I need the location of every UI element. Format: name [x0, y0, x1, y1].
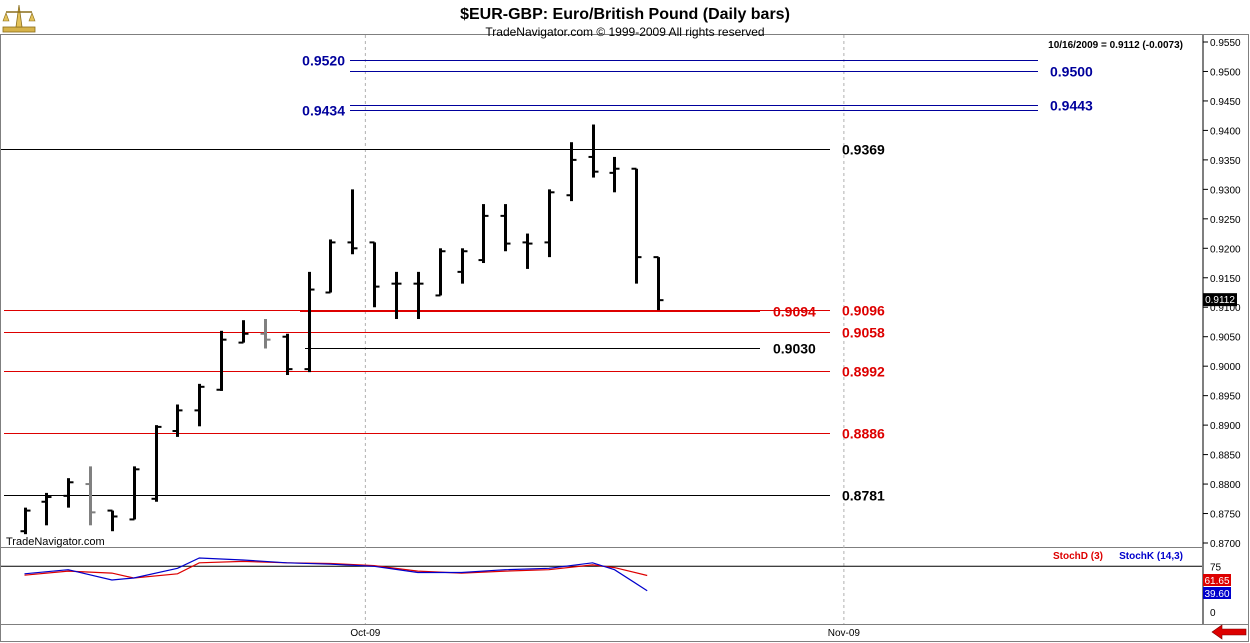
brass-scale-logo-icon[interactable] [2, 4, 36, 33]
last-price-label: 0.9112 [1205, 295, 1235, 306]
date-axis: Oct-09 Nov-09 [350, 628, 860, 639]
ohlc-bar [282, 333, 293, 376]
y-tick-label: 0.9200 [1210, 244, 1241, 255]
price-levels: 0.9520 0.9500 0.9443 0.9434 0.9369 0.9096 0.90… [1, 53, 1093, 504]
ohlc-bar [391, 271, 402, 320]
y-tick-label: 0.8750 [1210, 510, 1241, 521]
stoch-k-line [24, 557, 648, 592]
y-tick-label: 0.9150 [1210, 274, 1241, 285]
level-label: 0.9520 [302, 53, 345, 69]
ohlc-bar [369, 241, 380, 308]
level-label: 0.9434 [302, 103, 345, 119]
stoch-d-legend: StochD (3) [1053, 551, 1103, 562]
y-tick-label: 0.9050 [1210, 333, 1241, 344]
ohlc-bar [588, 124, 599, 178]
y-tick-label: 0.9100 [1210, 303, 1241, 314]
red-left-arrow-icon[interactable] [1211, 624, 1247, 640]
ohlc-bar [435, 248, 446, 297]
ohlc-bar [151, 425, 162, 502]
chart-title: $EUR-GBP: Euro/British Pound (Daily bars… [460, 6, 790, 23]
level-label: 0.8992 [842, 364, 885, 380]
ohlc-bar [304, 271, 315, 373]
date-panel-border [0, 624, 1249, 642]
ohlc-bar [347, 189, 358, 255]
level-label: 0.9096 [842, 303, 885, 319]
y-tick-label: 0.8850 [1210, 451, 1241, 462]
level-label: 0.9500 [1050, 64, 1093, 80]
x-tick-label: Nov-09 [828, 628, 861, 639]
ohlc-bar [85, 466, 96, 526]
ohlc-bar [522, 233, 533, 269]
level-label: 0.9058 [842, 325, 885, 341]
level-label: 0.8781 [842, 488, 885, 504]
last-price-tag: 0.9112 [1203, 293, 1237, 307]
ohlc-bar [20, 507, 31, 535]
y-tick-label: 0.9000 [1210, 362, 1241, 373]
ohlc-bar [63, 478, 74, 508]
level-label: 0.9030 [773, 341, 816, 357]
ohlc-bar [653, 256, 664, 311]
ohlc-bar [238, 320, 249, 344]
level-label: 0.9094 [773, 304, 816, 320]
ohlc-bar [544, 189, 555, 258]
level-label: 0.8886 [842, 426, 885, 442]
ohlc-bar [216, 330, 227, 391]
stoch-d-value: 61.65 [1204, 576, 1229, 587]
stoch-d-line [24, 560, 648, 579]
level-label: 0.9369 [842, 142, 885, 158]
stoch-tick-label: 75 [1210, 562, 1222, 573]
copyright-text: TradeNavigator.com © 1999-2009 All right… [485, 25, 764, 39]
y-tick-label: 0.9450 [1210, 97, 1241, 108]
last-quote-text: 10/16/2009 = 0.9112 (-0.0073) [1048, 40, 1183, 51]
stoch-d-value-tag: 61.65 [1203, 574, 1231, 587]
ohlc-bar [478, 204, 489, 264]
month-gridlines [364, 35, 845, 624]
stoch-k-legend: StochK (14,3) [1119, 551, 1183, 562]
y-tick-label: 0.8700 [1210, 539, 1241, 550]
ohlc-bar [631, 167, 642, 284]
ohlc-bar [260, 319, 271, 349]
stochastics-lines [1, 557, 1202, 592]
stoch-tick-label: 0 [1210, 608, 1216, 619]
ohlc-bar [325, 239, 336, 294]
y-tick-label: 0.9550 [1210, 38, 1241, 49]
ohlc-bar [413, 271, 424, 320]
ohlc-bar [609, 156, 620, 193]
y-tick-label: 0.9400 [1210, 126, 1241, 137]
y-tick-label: 0.9300 [1210, 185, 1241, 196]
stoch-k-value-tag: 39.60 [1203, 587, 1231, 600]
ohlc-bar [41, 492, 52, 526]
watermark-text: TradeNavigator.com [6, 536, 105, 548]
y-tick-label: 0.8900 [1210, 421, 1241, 432]
ohlc-bar [457, 248, 468, 284]
level-label: 0.9443 [1050, 98, 1093, 114]
y-tick-label: 0.8950 [1210, 392, 1241, 403]
price-axis: 0.9550 0.9500 0.9450 0.9400 0.9350 0.9300 0.92… [1203, 38, 1241, 550]
x-tick-label: Oct-09 [350, 628, 380, 639]
y-tick-label: 0.9350 [1210, 156, 1241, 167]
stoch-axis: 75 0 [1210, 562, 1222, 619]
y-tick-label: 0.9500 [1210, 67, 1241, 78]
ohlc-bar [172, 404, 183, 437]
ohlc-bars [20, 124, 664, 535]
stoch-k-value: 39.60 [1204, 589, 1229, 600]
ohlc-bar [107, 509, 118, 532]
ohlc-bar [566, 142, 577, 202]
ohlc-bar [500, 204, 511, 252]
y-tick-label: 0.9250 [1210, 215, 1241, 226]
y-tick-label: 0.8800 [1210, 480, 1241, 491]
ohlc-bar [194, 383, 205, 427]
ohlc-bar [129, 466, 140, 521]
